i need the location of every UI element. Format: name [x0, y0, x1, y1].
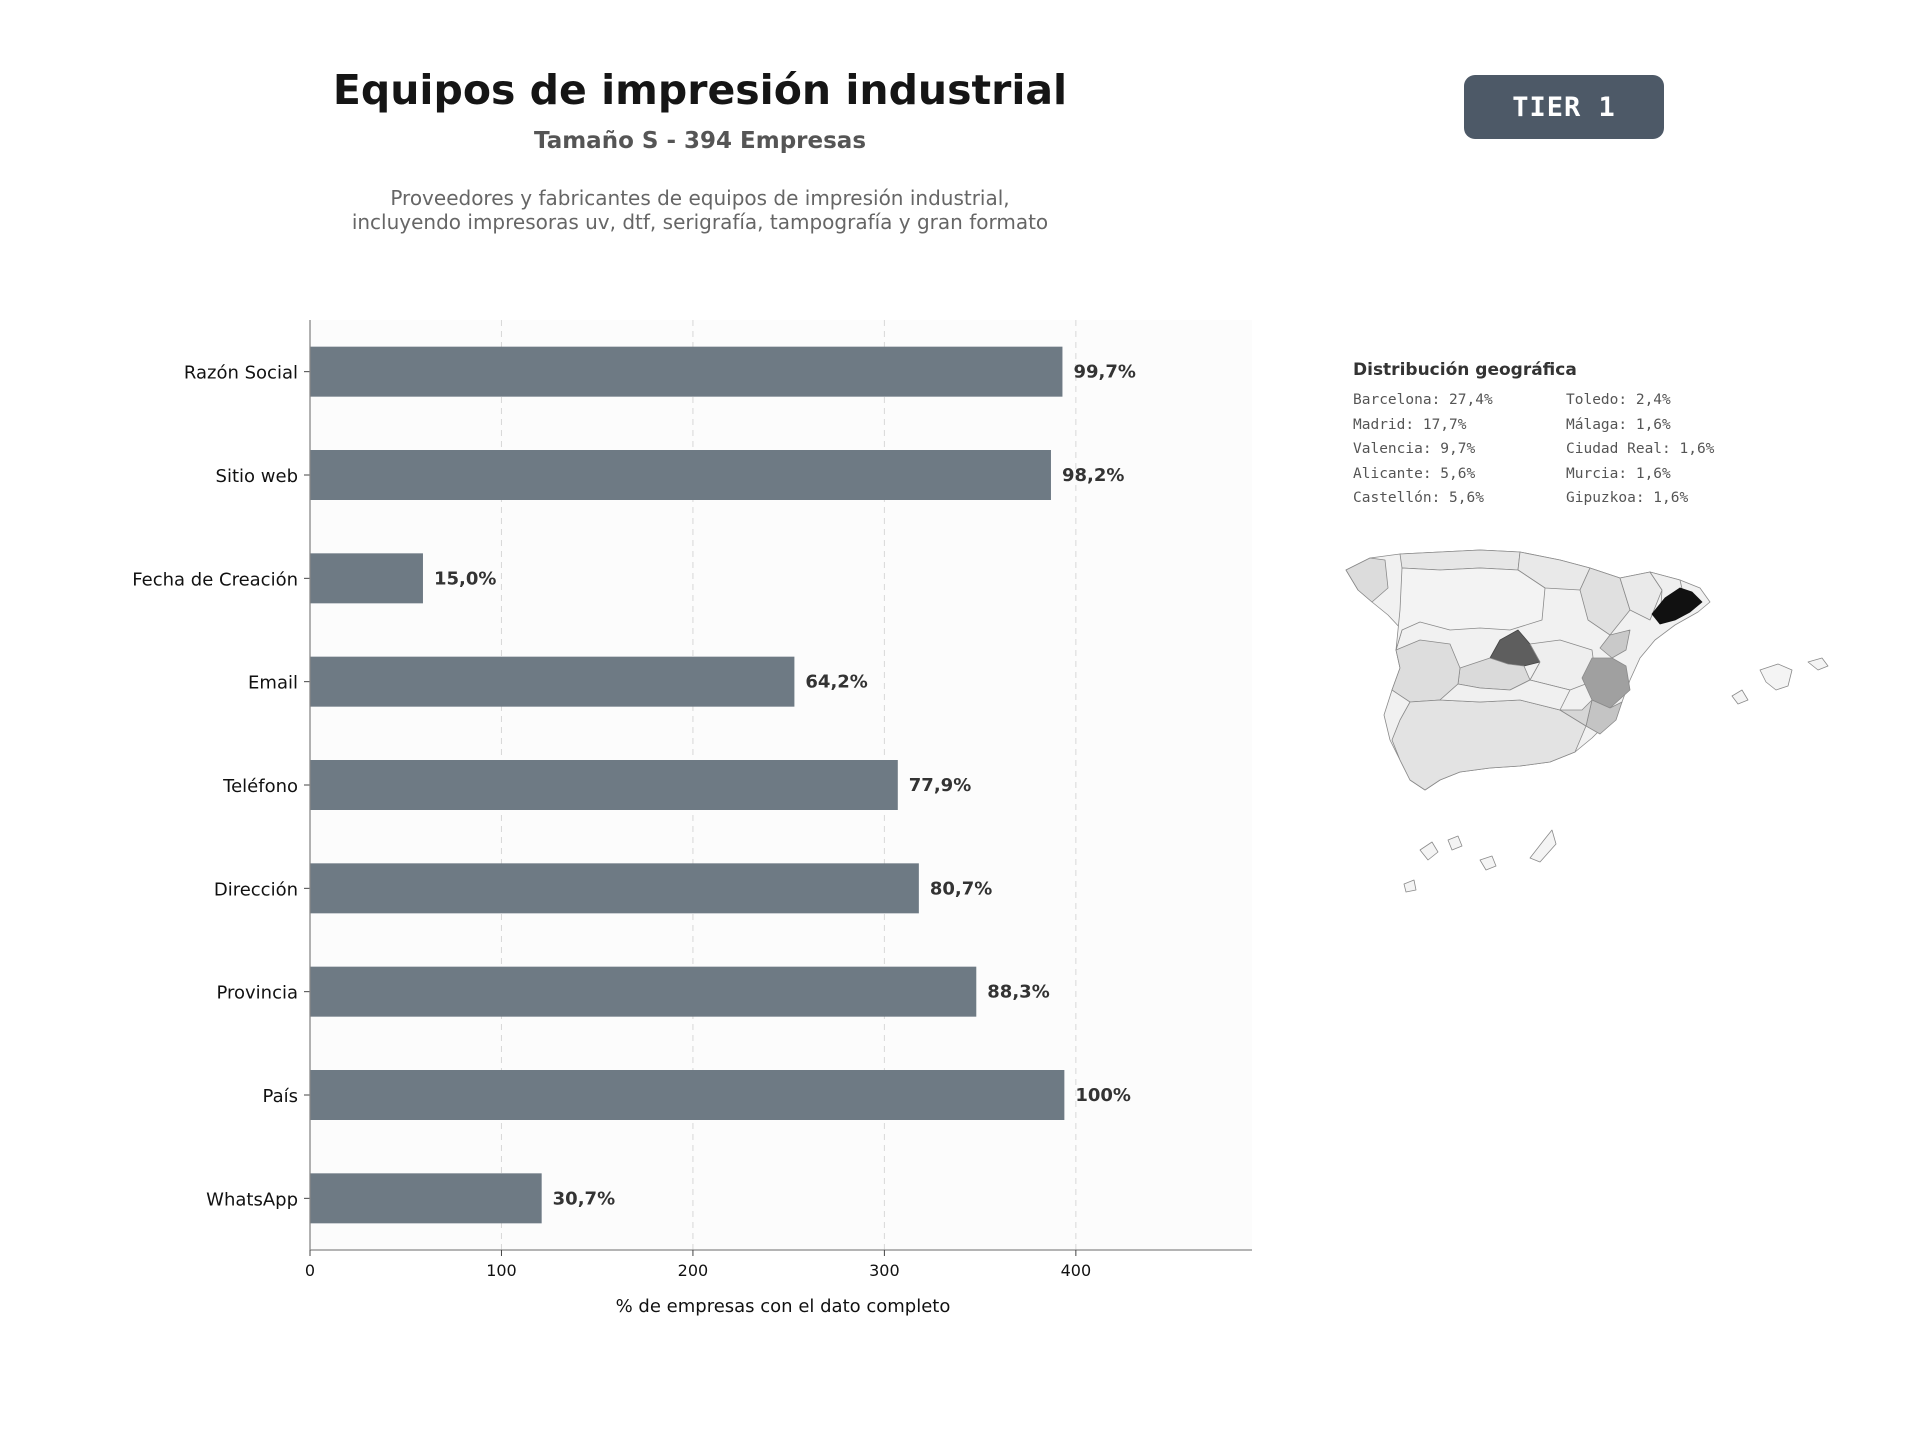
- bar: [310, 346, 1063, 397]
- chart-title: Equipos de impresión industrial: [332, 66, 1068, 114]
- geo-item: Alicante: 5,6%: [1353, 465, 1476, 482]
- data-label: 15,0%: [434, 568, 496, 589]
- geo-distribution: Distribución geográfica Barcelona: 27,4%…: [1353, 360, 1773, 506]
- map-balearic: [1807, 657, 1829, 671]
- description-line-2: incluyendo impresoras uv, dtf, serigrafí…: [351, 210, 1049, 234]
- map-region: [1529, 639, 1597, 691]
- geo-title: Distribución geográfica: [1353, 360, 1577, 380]
- map-region-castellon: [1599, 629, 1631, 659]
- y-tick-label: Dirección: [214, 879, 298, 900]
- x-tick-label: 0: [305, 1261, 315, 1280]
- geo-list: Barcelona: 27,4% Toledo: 2,4% Madrid: 17…: [1353, 392, 1773, 506]
- map-region-alicante: [1585, 699, 1623, 735]
- bar: [310, 863, 919, 914]
- tier-badge: TIER 1: [1464, 75, 1664, 139]
- y-tick-label: Fecha de Creación: [132, 569, 298, 590]
- map-balearic: [1759, 663, 1793, 691]
- geo-item: Gipuzkoa: 1,6%: [1566, 490, 1689, 506]
- bar: [310, 760, 898, 810]
- geo-item: Castellón: 5,6%: [1353, 490, 1484, 506]
- x-tick-label: 200: [678, 1261, 709, 1280]
- bar: [310, 450, 1051, 500]
- map-region-barcelona: [1651, 587, 1703, 625]
- y-tick-label: Provincia: [216, 983, 298, 1004]
- bar: [310, 966, 977, 1017]
- map-region: [1391, 699, 1587, 791]
- chart-description: Proveedores y fabricantes de equipos de …: [180, 186, 1220, 234]
- spain-map: [1345, 549, 1829, 893]
- y-tick-label: Email: [248, 673, 298, 694]
- bar: [310, 656, 795, 707]
- data-label: 80,7%: [930, 878, 992, 899]
- description-line-1: Proveedores y fabricantes de equipos de …: [390, 186, 1010, 210]
- geo-item: Madrid: 17,7%: [1353, 416, 1467, 433]
- bar: [310, 1070, 1065, 1120]
- x-axis-label: % de empresas con el dato completo: [616, 1296, 951, 1317]
- bar: [310, 553, 423, 604]
- geo-item: Valencia: 9,7%: [1353, 441, 1476, 457]
- map-region: [1399, 549, 1521, 571]
- data-label: 30,7%: [553, 1188, 615, 1209]
- y-tick-label: Sitio web: [216, 466, 298, 487]
- map-region-valencia: [1581, 657, 1631, 709]
- map-canary: [1419, 841, 1439, 861]
- map-canary: [1479, 855, 1497, 871]
- geo-item: Murcia: 1,6%: [1566, 465, 1671, 482]
- map-canary: [1403, 879, 1417, 893]
- chart-subtitle: Tamaño S - 394 Empresas: [533, 128, 867, 154]
- map-region: [1345, 557, 1389, 603]
- x-tick-label: 100: [486, 1261, 517, 1280]
- data-label: 88,3%: [987, 982, 1049, 1003]
- map-region: [1395, 567, 1546, 651]
- map-region: [1619, 571, 1663, 621]
- data-label: 64,2%: [805, 672, 867, 693]
- x-tick-label: 400: [1061, 1261, 1092, 1280]
- y-tick-label: WhatsApp: [206, 1189, 298, 1210]
- map-balearic: [1731, 689, 1749, 705]
- geo-item: Ciudad Real: 1,6%: [1566, 441, 1715, 457]
- map-canary: [1529, 829, 1557, 863]
- data-label: 98,2%: [1062, 465, 1124, 486]
- x-tick-label: 300: [869, 1261, 900, 1280]
- map-region: [1439, 679, 1571, 711]
- y-tick-label: País: [263, 1086, 298, 1107]
- bar: [310, 1173, 542, 1224]
- data-label: 100%: [1075, 1085, 1131, 1106]
- geo-item: Toledo: 2,4%: [1566, 392, 1671, 408]
- data-label: 77,9%: [909, 775, 971, 796]
- geo-item: Málaga: 1,6%: [1566, 416, 1671, 433]
- y-tick-label: Razón Social: [184, 363, 298, 384]
- map-canary: [1447, 835, 1463, 851]
- data-label: 99,7%: [1073, 362, 1135, 383]
- geo-item: Barcelona: 27,4%: [1353, 392, 1493, 408]
- map-region-murcia: [1559, 699, 1593, 727]
- y-tick-label: Teléfono: [222, 776, 298, 797]
